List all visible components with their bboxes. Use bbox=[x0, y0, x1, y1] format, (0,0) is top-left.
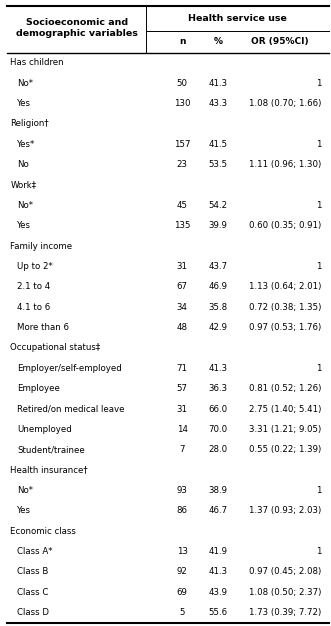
Text: 38.9: 38.9 bbox=[209, 486, 228, 495]
Text: Has children: Has children bbox=[10, 58, 64, 67]
Text: Unemployed: Unemployed bbox=[17, 425, 72, 434]
Text: 0.60 (0.35; 0.91): 0.60 (0.35; 0.91) bbox=[249, 221, 321, 230]
Text: More than 6: More than 6 bbox=[17, 323, 69, 332]
Text: 39.9: 39.9 bbox=[209, 221, 228, 230]
Text: 43.3: 43.3 bbox=[209, 99, 228, 108]
Text: 1.11 (0.96; 1.30): 1.11 (0.96; 1.30) bbox=[249, 160, 321, 169]
Text: 46.7: 46.7 bbox=[209, 506, 228, 515]
Text: 41.9: 41.9 bbox=[209, 547, 228, 556]
Text: 41.3: 41.3 bbox=[209, 567, 228, 577]
Text: Yes: Yes bbox=[17, 221, 31, 230]
Text: 130: 130 bbox=[174, 99, 190, 108]
Text: %: % bbox=[213, 37, 223, 46]
Text: OR (95%CI): OR (95%CI) bbox=[252, 37, 309, 46]
Text: Student/trainee: Student/trainee bbox=[17, 445, 85, 454]
Text: No*: No* bbox=[17, 486, 33, 495]
Text: 23: 23 bbox=[177, 160, 188, 169]
Text: Occupational status‡: Occupational status‡ bbox=[10, 344, 101, 352]
Text: 1: 1 bbox=[316, 79, 321, 88]
Text: 2.1 to 4: 2.1 to 4 bbox=[17, 282, 50, 291]
Text: 7: 7 bbox=[179, 445, 185, 454]
Text: 45: 45 bbox=[177, 201, 188, 210]
Text: 0.97 (0.53; 1.76): 0.97 (0.53; 1.76) bbox=[249, 323, 321, 332]
Text: 31: 31 bbox=[177, 404, 188, 414]
Text: 70.0: 70.0 bbox=[209, 425, 228, 434]
Text: Up to 2*: Up to 2* bbox=[17, 262, 53, 271]
Text: 67: 67 bbox=[177, 282, 188, 291]
Text: Family income: Family income bbox=[10, 242, 72, 250]
Text: 1.08 (0.50; 2.37): 1.08 (0.50; 2.37) bbox=[249, 588, 321, 597]
Text: 71: 71 bbox=[177, 364, 188, 372]
Text: Socioeconomic and
demographic variables: Socioeconomic and demographic variables bbox=[16, 18, 138, 38]
Text: 43.7: 43.7 bbox=[209, 262, 228, 271]
Text: 2.75 (1.40; 5.41): 2.75 (1.40; 5.41) bbox=[249, 404, 321, 414]
Text: 86: 86 bbox=[177, 506, 188, 515]
Text: 35.8: 35.8 bbox=[209, 302, 228, 312]
Text: 43.9: 43.9 bbox=[209, 588, 228, 597]
Text: 0.97 (0.45; 2.08): 0.97 (0.45; 2.08) bbox=[249, 567, 321, 577]
Text: Health insurance†: Health insurance† bbox=[10, 466, 88, 475]
Text: 135: 135 bbox=[174, 221, 190, 230]
Text: 48: 48 bbox=[177, 323, 188, 332]
Text: Class B: Class B bbox=[17, 567, 48, 577]
Text: 4.1 to 6: 4.1 to 6 bbox=[17, 302, 50, 312]
Text: 13: 13 bbox=[177, 547, 188, 556]
Text: 42.9: 42.9 bbox=[209, 323, 228, 332]
Text: 157: 157 bbox=[174, 140, 190, 149]
Text: 66.0: 66.0 bbox=[209, 404, 228, 414]
Text: 31: 31 bbox=[177, 262, 188, 271]
Text: 50: 50 bbox=[177, 79, 188, 88]
Text: 1.08 (0.70; 1.66): 1.08 (0.70; 1.66) bbox=[249, 99, 321, 108]
Text: Employer/self-employed: Employer/self-employed bbox=[17, 364, 122, 372]
Text: 1: 1 bbox=[316, 201, 321, 210]
Text: Class A*: Class A* bbox=[17, 547, 52, 556]
Text: 1.37 (0.93; 2.03): 1.37 (0.93; 2.03) bbox=[249, 506, 321, 515]
Text: 93: 93 bbox=[177, 486, 188, 495]
Text: 1: 1 bbox=[316, 486, 321, 495]
Text: No: No bbox=[17, 160, 29, 169]
Text: 1: 1 bbox=[316, 262, 321, 271]
Text: 36.3: 36.3 bbox=[209, 384, 228, 393]
Text: 41.3: 41.3 bbox=[209, 79, 228, 88]
Text: 41.5: 41.5 bbox=[209, 140, 228, 149]
Text: Work‡: Work‡ bbox=[10, 180, 36, 190]
Text: No*: No* bbox=[17, 201, 33, 210]
Text: Retired/on medical leave: Retired/on medical leave bbox=[17, 404, 124, 414]
Text: Religion†: Religion† bbox=[10, 120, 49, 128]
Text: 1.73 (0.39; 7.72): 1.73 (0.39; 7.72) bbox=[249, 608, 321, 617]
Text: 1: 1 bbox=[316, 364, 321, 372]
Text: 0.72 (0.38; 1.35): 0.72 (0.38; 1.35) bbox=[249, 302, 321, 312]
Text: Yes: Yes bbox=[17, 99, 31, 108]
Text: 5: 5 bbox=[179, 608, 185, 617]
Text: n: n bbox=[179, 37, 185, 46]
Text: 92: 92 bbox=[177, 567, 188, 577]
Text: 3.31 (1.21; 9.05): 3.31 (1.21; 9.05) bbox=[249, 425, 321, 434]
Text: 1.13 (0.64; 2.01): 1.13 (0.64; 2.01) bbox=[249, 282, 321, 291]
Text: 0.81 (0.52; 1.26): 0.81 (0.52; 1.26) bbox=[249, 384, 321, 393]
Text: 34: 34 bbox=[177, 302, 188, 312]
Text: Class C: Class C bbox=[17, 588, 48, 597]
Text: 69: 69 bbox=[177, 588, 188, 597]
Text: Health service use: Health service use bbox=[188, 14, 287, 23]
Text: 28.0: 28.0 bbox=[209, 445, 228, 454]
Text: 0.55 (0.22; 1.39): 0.55 (0.22; 1.39) bbox=[249, 445, 321, 454]
Text: Yes*: Yes* bbox=[17, 140, 35, 149]
Text: Yes: Yes bbox=[17, 506, 31, 515]
Text: 41.3: 41.3 bbox=[209, 364, 228, 372]
Text: 46.9: 46.9 bbox=[209, 282, 228, 291]
Text: Economic class: Economic class bbox=[10, 526, 76, 536]
Text: Class D: Class D bbox=[17, 608, 49, 617]
Text: 55.6: 55.6 bbox=[209, 608, 228, 617]
Text: Employee: Employee bbox=[17, 384, 60, 393]
Text: 54.2: 54.2 bbox=[209, 201, 228, 210]
Text: 57: 57 bbox=[177, 384, 188, 393]
Text: 1: 1 bbox=[316, 140, 321, 149]
Text: No*: No* bbox=[17, 79, 33, 88]
Text: 1: 1 bbox=[316, 547, 321, 556]
Text: 14: 14 bbox=[177, 425, 188, 434]
Text: 53.5: 53.5 bbox=[209, 160, 228, 169]
